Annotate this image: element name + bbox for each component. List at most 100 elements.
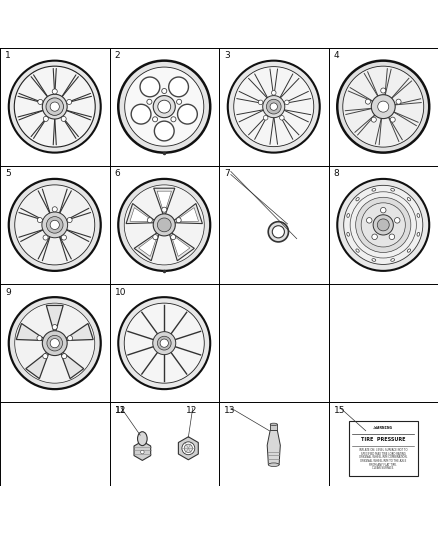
FancyBboxPatch shape [349,421,418,476]
Circle shape [268,222,289,242]
Ellipse shape [417,232,420,236]
Circle shape [160,339,168,348]
Circle shape [266,99,281,114]
Polygon shape [138,236,157,256]
Circle shape [15,185,95,265]
Circle shape [177,104,198,124]
Circle shape [125,67,204,146]
Circle shape [177,99,182,104]
Text: 2: 2 [115,51,120,60]
Text: 6: 6 [115,169,120,178]
Circle shape [61,235,67,240]
Text: 3: 3 [224,51,230,60]
Circle shape [263,95,285,118]
Ellipse shape [270,423,277,425]
Polygon shape [61,352,84,378]
Circle shape [263,116,268,120]
Text: 9: 9 [5,287,11,296]
Text: CLEAN SURFACE.: CLEAN SURFACE. [372,466,394,470]
Circle shape [343,66,424,147]
Text: TIRE  PRESSURE: TIRE PRESSURE [361,438,406,442]
Circle shape [171,235,176,240]
Circle shape [15,303,95,383]
Polygon shape [270,424,277,430]
Ellipse shape [407,198,410,201]
Circle shape [285,100,289,104]
Circle shape [147,217,152,223]
Circle shape [140,77,160,97]
Polygon shape [157,191,171,211]
Circle shape [37,217,42,223]
Polygon shape [267,430,280,465]
Circle shape [42,331,67,356]
Ellipse shape [372,189,376,191]
Circle shape [118,179,210,271]
Circle shape [381,207,386,213]
Circle shape [38,100,43,104]
Circle shape [169,77,188,97]
Circle shape [158,100,171,113]
Text: 12: 12 [186,406,198,415]
Circle shape [378,101,389,112]
Text: 12: 12 [115,406,126,415]
Circle shape [9,179,101,271]
Circle shape [37,336,42,341]
Circle shape [258,100,263,104]
Polygon shape [134,441,151,461]
Circle shape [272,91,276,95]
Text: 11: 11 [115,406,126,415]
Text: INFLATE ON, LEVEL SURFACE NOT TO: INFLATE ON, LEVEL SURFACE NOT TO [359,448,407,453]
Circle shape [47,335,63,351]
Circle shape [171,117,176,122]
Circle shape [147,99,152,104]
Circle shape [389,234,395,239]
Circle shape [118,61,210,152]
Circle shape [162,207,167,212]
Text: ⚠WARNING: ⚠WARNING [373,426,393,431]
Circle shape [43,353,48,359]
Circle shape [67,100,72,104]
Polygon shape [66,324,93,341]
Text: ORIGINAL WHEEL/RIM TO THE AXLE: ORIGINAL WHEEL/RIM TO THE AXLE [360,459,406,463]
Circle shape [50,102,60,111]
Circle shape [390,117,395,122]
Ellipse shape [268,463,279,466]
Text: 13: 13 [224,406,236,415]
Circle shape [371,95,395,118]
Circle shape [381,88,386,93]
Circle shape [62,353,67,359]
Polygon shape [172,236,190,256]
Polygon shape [126,204,155,223]
Circle shape [50,338,60,348]
Text: 7: 7 [224,169,230,178]
Circle shape [272,225,284,238]
Circle shape [50,220,60,230]
Polygon shape [174,204,202,223]
Polygon shape [134,233,159,261]
Circle shape [61,116,66,122]
Circle shape [52,325,57,329]
Circle shape [154,121,174,141]
Ellipse shape [347,232,350,236]
Ellipse shape [356,249,359,252]
Ellipse shape [372,259,376,261]
Polygon shape [130,208,152,222]
Circle shape [365,99,371,104]
Circle shape [234,67,314,147]
Circle shape [124,185,204,265]
Ellipse shape [356,198,359,201]
Ellipse shape [347,214,350,217]
Polygon shape [46,305,63,331]
Circle shape [157,336,171,350]
Circle shape [153,95,175,118]
Circle shape [42,212,67,238]
Circle shape [52,207,57,212]
Ellipse shape [138,432,147,446]
Circle shape [14,66,95,147]
Polygon shape [154,188,175,214]
Circle shape [337,179,429,271]
Ellipse shape [391,189,395,191]
Circle shape [228,61,320,152]
Circle shape [67,336,73,341]
Text: 8: 8 [334,169,339,178]
